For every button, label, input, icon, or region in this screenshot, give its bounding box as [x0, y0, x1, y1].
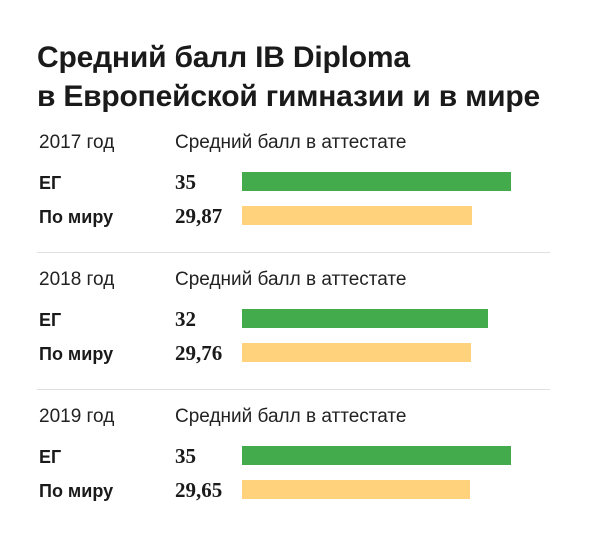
chart-title-line-2: в Европейской гимназии и в мире	[37, 80, 540, 113]
group-divider	[37, 252, 550, 253]
row-label: ЕГ	[39, 447, 62, 467]
chart-title: Средний балл IB Diploma в Европейской ги…	[37, 38, 540, 116]
data-label: 35	[175, 170, 196, 194]
bar-world	[242, 206, 472, 225]
year-group: 2018 год Средний балл в аттестате ЕГ 32 По м…	[0, 268, 590, 400]
bar-row: ЕГ 35	[0, 167, 590, 199]
data-label: 29,76	[175, 341, 223, 365]
data-label: 35	[175, 444, 196, 468]
row-label: По миру	[39, 344, 114, 364]
row-label: ЕГ	[39, 173, 62, 193]
bar-row: По миру 29,76	[0, 338, 590, 370]
bar-row: ЕГ 32	[0, 304, 590, 336]
data-label: 29,87	[175, 204, 223, 228]
chart-title-line-1: Средний балл IB Diploma	[37, 41, 410, 74]
row-label: По миру	[39, 481, 114, 501]
bar-eg	[242, 309, 488, 328]
bar-eg	[242, 172, 511, 191]
data-label: 32	[175, 307, 196, 331]
bar-row: По миру 29,87	[0, 201, 590, 233]
metric-label: Средний балл в аттестате	[175, 406, 407, 427]
bar-eg	[242, 446, 511, 465]
bar-row: По миру 29,65	[0, 475, 590, 507]
bar-world	[242, 343, 471, 362]
metric-label: Средний балл в аттестате	[175, 269, 407, 290]
year-label: 2018 год	[39, 269, 115, 290]
year-label: 2019 год	[39, 406, 115, 427]
data-label: 29,65	[175, 478, 223, 502]
bar-row: ЕГ 35	[0, 441, 590, 473]
bar-world	[242, 480, 470, 499]
group-divider	[37, 389, 550, 390]
row-label: ЕГ	[39, 310, 62, 330]
row-label: По миру	[39, 207, 114, 227]
metric-label: Средний балл в аттестате	[175, 132, 407, 153]
year-group: 2017 год Средний балл в аттестате ЕГ 35 По м…	[0, 131, 590, 263]
year-group: 2019 год Средний балл в аттестате ЕГ 35 По м…	[0, 405, 590, 537]
year-label: 2017 год	[39, 132, 115, 153]
